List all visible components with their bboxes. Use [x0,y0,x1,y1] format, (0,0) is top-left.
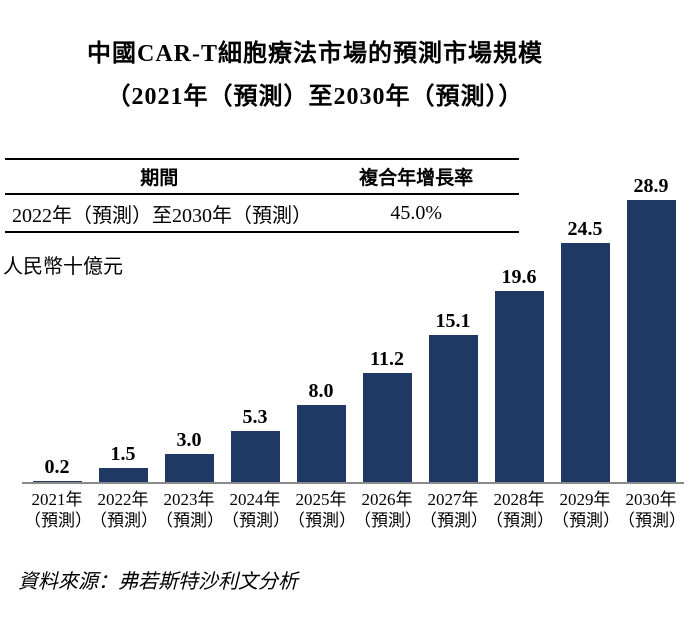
bar [296,405,346,483]
x-axis-tick-note: （預測） [156,511,224,530]
x-axis-tick-note: （預測） [420,511,488,530]
x-axis-tick-year: 2027年 [427,490,479,509]
figure-title: 中國CAR-T細胞療法市場的預測市場規模 （2021年（預測）至2030年（預測… [0,33,630,119]
bar-column: 5.3 [222,170,288,483]
bar-column: 28.9 [618,170,684,483]
bar [428,335,478,483]
cagr-table: 期間 複合年增長率 2022年（預測）至2030年（預測） 45.0% [5,158,519,233]
x-axis-tick-note: （預測） [288,511,356,530]
x-axis-tick-note: （預測） [618,511,686,530]
cagr-table-header-cagr: 複合年增長率 [359,168,474,189]
bar-chart-plot-area: 0.2 1.5 3.0 5.3 8.0 11.2 15.1 19.6 24.5 28.9 [24,170,684,483]
cagr-table-header-row: 期間 複合年增長率 [5,160,519,195]
x-axis-tick-note: （預測） [222,511,290,530]
bar-value-label: 11.2 [370,348,404,370]
bar-value-label: 15.1 [435,310,471,332]
bar-value-label: 8.0 [308,380,334,402]
cagr-table-cagr-value: 45.0% [390,201,443,224]
bar [98,468,148,483]
bar [626,200,676,483]
bar-value-label: 19.6 [501,266,537,288]
x-axis-tick-note: （預測） [90,511,158,530]
x-axis-tick-label: 2026年 （預測） [354,489,422,531]
cagr-table-header-period: 期間 [140,168,179,189]
x-axis-tick-year: 2025年 [295,490,347,509]
x-axis-tick-year: 2024年 [229,490,281,509]
bar-value-label: 24.5 [567,218,603,240]
figure-title-line1: 中國CAR-T細胞療法市場的預測市場規模 [87,41,543,67]
bar-value-label: 1.5 [110,443,136,465]
bar-value-label: 5.3 [242,406,268,428]
bar [164,454,214,483]
bar [362,373,412,483]
cagr-table-period-value: 2022年（預測）至2030年（預測） [12,204,312,227]
bar [560,243,610,483]
figure-title-line2: （2021年（預測）至2030年（預測）） [106,84,524,110]
x-axis-tick-note: （預測） [354,511,422,530]
bar [230,431,280,483]
bar-value-label: 0.2 [44,456,70,478]
source-note: 資料來源：弗若斯特沙利文分析 [18,571,298,593]
bar [494,291,544,483]
x-axis-tick-year: 2028年 [493,490,545,509]
x-axis-tick-year: 2030年 [625,490,677,509]
bar-column: 1.5 [90,170,156,483]
x-axis-tick-note: （預測） [486,511,554,530]
x-axis-tick-note: （預測） [552,511,620,530]
bar-value-label: 28.9 [633,175,669,197]
x-axis-line [22,482,684,484]
bar-column: 24.5 [552,170,618,483]
x-axis-tick-year: 2023年 [163,490,215,509]
x-axis-tick-year: 2026年 [361,490,413,509]
bar-column: 3.0 [156,170,222,483]
bar-value-label: 3.0 [176,429,202,451]
x-axis-tick-label: 2029年 （預測） [552,489,620,531]
x-axis-tick-year: 2021年 [31,490,83,509]
x-axis-labels: 2021年 （預測） 2022年 （預測） 2023年 （預測） 2024年 （預測） 2025… [24,489,686,531]
x-axis-tick-label: 2024年 （預測） [222,489,290,531]
x-axis-tick-year: 2022年 [97,490,149,509]
bar-column: 19.6 [486,170,552,483]
x-axis-tick-label: 2021年 （預測） [24,489,92,531]
x-axis-tick-label: 2023年 （預測） [156,489,224,531]
x-axis-tick-note: （預測） [24,511,92,530]
bar-column: 11.2 [354,170,420,483]
cagr-table-data-row: 2022年（預測）至2030年（預測） 45.0% [5,195,519,233]
x-axis-tick-year: 2029年 [559,490,611,509]
x-axis-tick-label: 2022年 （預測） [90,489,158,531]
bar-column: 0.2 [24,170,90,483]
x-axis-tick-label: 2027年 （預測） [420,489,488,531]
x-axis-tick-label: 2028年 （預測） [486,489,554,531]
bar-column: 8.0 [288,170,354,483]
x-axis-tick-label: 2030年 （預測） [618,489,686,531]
bar-column: 15.1 [420,170,486,483]
y-axis-unit-label: 人民幣十億元 [3,256,123,278]
x-axis-tick-label: 2025年 （預測） [288,489,356,531]
